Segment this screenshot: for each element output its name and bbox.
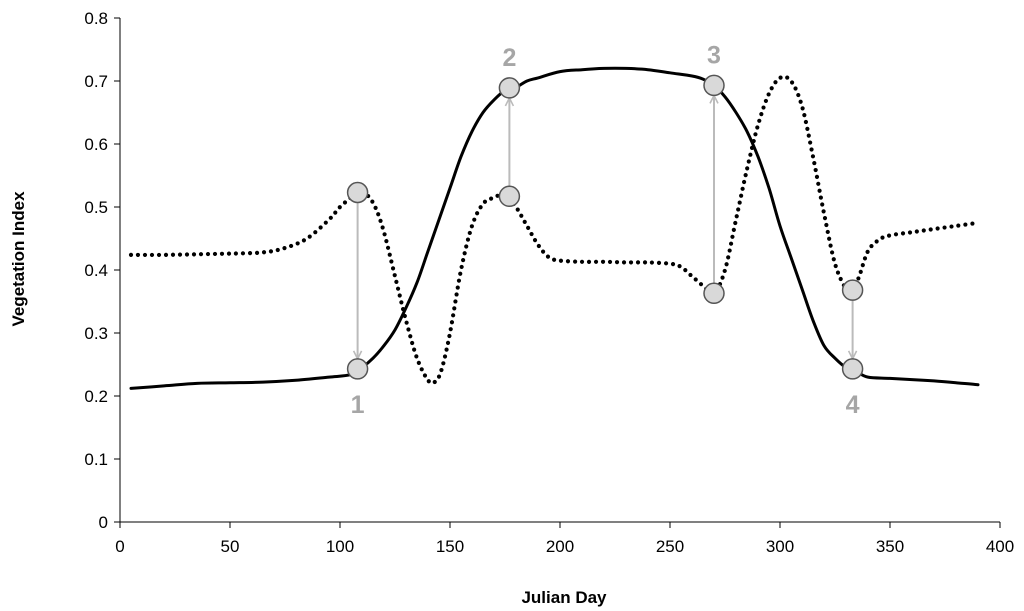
y-tick-label: 0.5 — [84, 198, 108, 217]
marker-label-4: 4 — [846, 391, 860, 419]
y-tick-label: 0.3 — [84, 324, 108, 343]
x-tick-label: 250 — [656, 537, 684, 556]
y-tick-label: 0 — [99, 513, 108, 532]
marker-label-1: 1 — [351, 391, 365, 419]
y-axis-title: Vegetation Index — [9, 191, 28, 327]
x-tick-label: 0 — [115, 537, 124, 556]
y-tick-label: 0.2 — [84, 387, 108, 406]
x-tick-label: 200 — [546, 537, 574, 556]
series-line-solid — [129, 66, 980, 390]
y-tick-label: 0.8 — [84, 9, 108, 28]
marker-label-2: 2 — [502, 44, 516, 72]
marker-point-start-4 — [841, 279, 864, 301]
marker-point-start-1 — [346, 181, 369, 204]
marker-point-end-4 — [841, 358, 864, 380]
y-tick-label: 0.6 — [84, 135, 108, 154]
marker-point-end-1 — [346, 358, 369, 380]
marker-point-end-2 — [498, 77, 521, 99]
y-tick-label: 0.4 — [84, 261, 108, 280]
y-tick-label: 0.1 — [84, 450, 108, 469]
x-tick-label: 100 — [326, 537, 354, 556]
x-tick-label: 350 — [876, 537, 904, 556]
series-line-dotted — [128, 74, 981, 386]
x-tick-label: 50 — [221, 537, 240, 556]
axes: 0 0.1 0.2 0.3 0.4 0.5 0.6 0.7 0.8 0 50 100 150 200 250… — [84, 9, 1014, 556]
x-tick-label: 400 — [986, 537, 1014, 556]
marker-layer: 1 2 3 4 — [346, 41, 864, 419]
x-tick-label: 300 — [766, 537, 794, 556]
x-axis-title: Julian Day — [521, 588, 607, 607]
marker-label-3: 3 — [707, 41, 721, 69]
marker-point-end-3 — [703, 74, 725, 97]
y-tick-label: 0.7 — [84, 72, 108, 91]
series-layer — [128, 66, 981, 390]
marker-point-start-3 — [703, 282, 725, 305]
marker-point-start-2 — [498, 185, 521, 208]
x-tick-label: 150 — [436, 537, 464, 556]
